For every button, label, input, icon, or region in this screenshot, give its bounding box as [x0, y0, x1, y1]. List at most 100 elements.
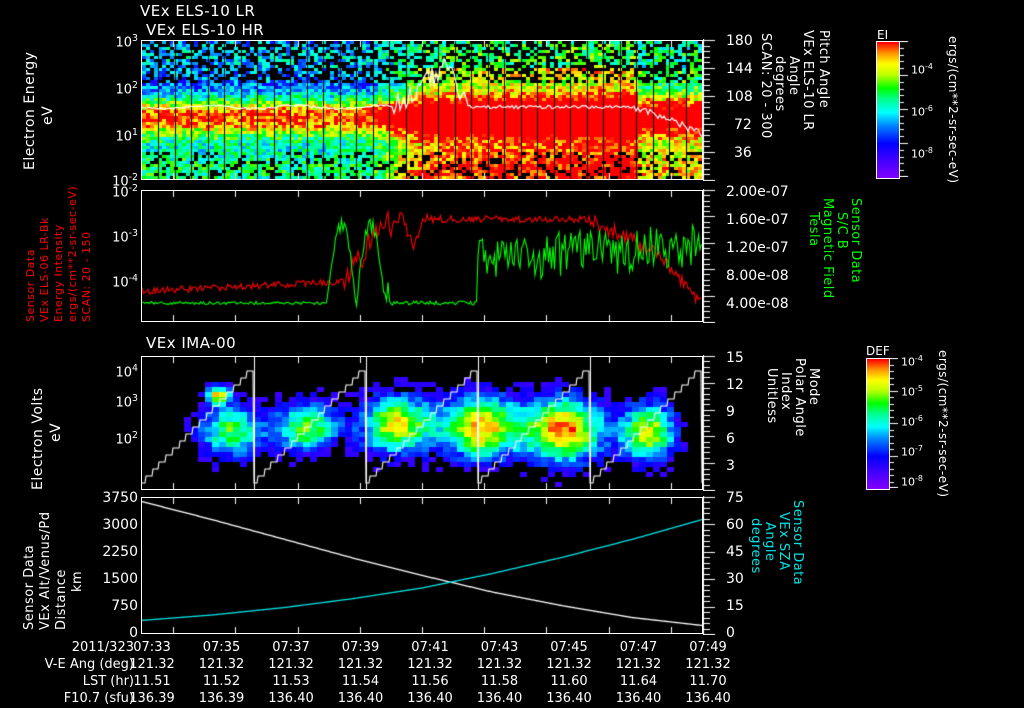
panel4-right-label-c: Angle	[762, 522, 777, 562]
panel1-rtick-72: 72	[734, 117, 752, 133]
panel1-title-line1: VEx ELS-10 LR	[140, 2, 256, 20]
footer-cell-time-7: 07:47	[619, 640, 658, 655]
panel4-ytick-750: 750	[111, 598, 138, 614]
footer-cell-time-1: 07:35	[202, 640, 241, 655]
footer-cell-time-3: 07:39	[341, 640, 380, 655]
footer-cell-lst-4: 11.56	[411, 674, 449, 689]
panel3-left-axis-units: eV	[48, 422, 64, 442]
footer-cell-f107-8: 136.40	[685, 691, 731, 706]
panel2-ytick-1e-3: 10-3	[112, 228, 138, 246]
panel4-left-label-a: Sensor Data	[22, 544, 37, 630]
colorbar-def-label-4: 10-7	[901, 444, 923, 459]
panel4-left-label-c: Distance	[54, 569, 69, 630]
footer-cell-lst-6: 11.60	[550, 674, 588, 689]
panel3-ytick-1e4: 104	[115, 363, 139, 381]
colorbar-def-label-3: 10-6	[901, 414, 923, 429]
panel1-rtick-180: 180	[726, 33, 753, 49]
colorbar-ei-label-3: 10-8	[911, 146, 933, 161]
panel3-right-ticks	[703, 355, 725, 491]
footer-cell-ve-ang-2: 121.32	[268, 657, 314, 672]
panel1-left-axis-units: eV	[40, 105, 56, 125]
panel2-right-label-d: Tesla	[806, 212, 821, 247]
footer-cell-lst-5: 11.58	[480, 674, 519, 689]
panel3-rtick-12: 12	[726, 377, 744, 393]
footer-cell-time-6: 07:45	[550, 640, 588, 655]
panel4-left-label-b: VEx Alt/Venus/Pd	[38, 511, 53, 630]
panel4-ytick-2250: 2250	[102, 544, 138, 560]
panel3-plot-area[interactable]	[141, 356, 703, 490]
panel4-rtick-15: 15	[726, 598, 744, 614]
panel2-right-label-a: Sensor Data	[848, 198, 863, 284]
footer-cell-ve-ang-6: 121.32	[546, 657, 592, 672]
footer-cell-time-5: 07:43	[480, 640, 519, 655]
footer-cell-f107-7: 136.40	[615, 691, 662, 706]
footer-cell-ve-ang-8: 121.32	[685, 657, 731, 672]
panel3-right-label-d: Unitless	[764, 368, 779, 424]
footer-cell-f107-4: 136.40	[407, 691, 453, 706]
panel1-plot-area[interactable]	[141, 40, 703, 180]
footer-cell-time-0: 07:33	[133, 640, 171, 655]
panel1-ytick-1e1: 101	[115, 127, 139, 145]
panel4-rtick-75: 75	[726, 490, 744, 506]
panel1-ytick-1e-2: 10-2	[112, 172, 138, 190]
footer-cell-lst-0: 11.51	[133, 674, 171, 689]
panel4-ytick-3000: 3000	[102, 517, 138, 533]
footer-cell-ve-ang-0: 121.32	[129, 657, 175, 672]
footer-cell-time-4: 07:41	[411, 640, 449, 655]
footer-cell-f107-3: 136.40	[337, 691, 384, 706]
colorbar-ei-label-2: 10-6	[911, 104, 933, 119]
panel2-left-label-e: SCAN: 20 - 150	[80, 231, 93, 322]
panel2-rtick-5: 4.00e-08	[726, 296, 789, 312]
panel2-rtick-4: 8.00e-08	[726, 268, 789, 284]
panel2-right-label-b: S/C B	[834, 212, 849, 250]
panel4-rtick-45: 45	[726, 544, 744, 560]
panel2-left-label-b: VEx ELS-06 LR-Bk	[38, 217, 51, 322]
footer-row-label-1: V-E Ang (deg)	[44, 657, 134, 672]
footer-row-label-2: LST (hr)	[82, 674, 134, 689]
footer-cell-lst-3: 11.54	[341, 674, 380, 689]
panel1-rtick-36: 36	[734, 145, 752, 161]
panel1-right-label-c: Angle	[786, 56, 801, 96]
panel4-rtick-30: 30	[726, 571, 744, 587]
footer-cell-lst-8: 11.70	[689, 674, 727, 689]
panel2-right-ticks	[703, 189, 725, 323]
footer-cell-f107-6: 136.40	[546, 691, 592, 706]
panel4-plot-area[interactable]	[141, 497, 703, 634]
footer-cell-lst-7: 11.64	[619, 674, 658, 689]
colorbar-def-label-2: 10-5	[901, 384, 923, 399]
panel2-ytick-1e-4: 10-4	[112, 273, 138, 291]
panel3-ytick-1e3: 103	[115, 393, 139, 411]
panel3-right-label-c: Index	[778, 372, 793, 411]
panel1-rtick-144: 144	[726, 61, 753, 77]
footer-cell-ve-ang-7: 121.32	[615, 657, 662, 672]
footer-cell-lst-2: 11.53	[272, 674, 310, 689]
panel3-rtick-15: 15	[726, 350, 744, 366]
colorbar-ei-ticks	[899, 41, 911, 177]
panel4-ytick-3750: 3750	[102, 490, 138, 506]
panel4-ytick-0: 0	[129, 625, 138, 641]
panel1-right-label-a: Pitch Angle	[816, 30, 831, 109]
footer-cell-ve-ang-1: 121.32	[198, 657, 245, 672]
panel3-rtick-6: 6	[726, 431, 735, 447]
panel4-right-label-b: VEx SZA	[776, 512, 791, 571]
panel3-right-label-b: Polar Angle	[792, 358, 807, 437]
footer-cell-f107-2: 136.40	[268, 691, 314, 706]
panel1-right-label-b: VEx ELS-10 LR	[800, 30, 815, 131]
footer-cell-ve-ang-3: 121.32	[337, 657, 384, 672]
panel3-rtick-3: 3	[726, 458, 735, 474]
panel3-title: VEx IMA-00	[146, 334, 237, 352]
panel4-right-label-a: Sensor Data	[790, 500, 805, 586]
colorbar-ei	[876, 41, 900, 179]
footer-cell-time-2: 07:37	[272, 640, 310, 655]
colorbar-def-label-1: 10-4	[901, 354, 923, 369]
panel1-right-ticks	[703, 39, 725, 181]
panel4-right-ticks	[703, 496, 725, 635]
panel1-ytick-1e2: 102	[115, 80, 139, 98]
panel2-right-label-c: Magnetic Field	[820, 198, 835, 299]
panel1-right-label-e: SCAN: 20 - 300	[758, 33, 773, 139]
panel4-left-label-d: km	[70, 570, 85, 592]
panel2-plot-area[interactable]	[141, 190, 703, 322]
footer-cell-f107-0: 136.39	[129, 691, 175, 706]
colorbar-def-unit: ergs/(cm**2-sr-sec-eV)	[936, 350, 950, 498]
panel1-title-line2: VEx ELS-10 HR	[146, 21, 265, 39]
